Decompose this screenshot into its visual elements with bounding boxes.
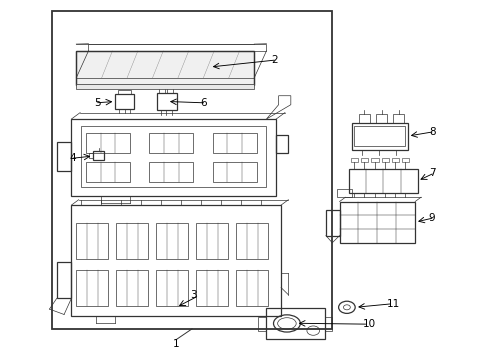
Bar (149, 162, 193, 182)
Bar (115, 94, 134, 109)
Text: 3: 3 (190, 291, 196, 301)
Bar (353, 126, 405, 146)
Bar (370, 158, 378, 162)
Bar (350, 158, 357, 162)
Bar (89, 153, 93, 158)
Bar (76, 223, 108, 259)
Text: 6: 6 (200, 98, 207, 108)
Bar (266, 308, 325, 338)
Bar (86, 162, 130, 182)
Bar (236, 270, 267, 306)
Bar (401, 158, 408, 162)
Bar (276, 135, 288, 153)
Bar (71, 119, 276, 196)
Bar (81, 126, 266, 187)
Bar (381, 158, 388, 162)
Bar (348, 169, 417, 193)
Bar (360, 158, 367, 162)
Bar (57, 262, 71, 298)
Bar (236, 223, 267, 259)
Bar (71, 205, 281, 316)
Bar (88, 44, 266, 51)
Bar (212, 162, 256, 182)
Text: 4: 4 (69, 153, 76, 163)
Bar (325, 317, 331, 331)
Bar (76, 51, 254, 85)
Text: 2: 2 (271, 55, 277, 65)
Text: 1: 1 (173, 339, 179, 349)
Bar (196, 270, 227, 306)
Bar (93, 151, 104, 160)
Bar (157, 93, 177, 110)
Text: 7: 7 (428, 168, 434, 178)
Text: 8: 8 (428, 127, 434, 136)
Text: 9: 9 (428, 213, 434, 222)
Bar (167, 88, 173, 93)
Bar (351, 123, 407, 149)
Bar (116, 270, 148, 306)
Bar (149, 134, 193, 153)
Bar (392, 114, 403, 123)
Bar (116, 223, 148, 259)
Bar (257, 317, 266, 331)
Bar (358, 114, 369, 123)
Bar (212, 134, 256, 153)
Bar (156, 270, 187, 306)
Bar (159, 88, 164, 93)
Bar (118, 90, 131, 94)
Bar (57, 142, 71, 171)
Text: 10: 10 (362, 319, 375, 329)
Text: 5: 5 (94, 98, 101, 108)
Bar (76, 270, 108, 306)
Bar (339, 202, 414, 243)
Bar (86, 134, 130, 153)
Bar (52, 12, 331, 329)
Bar (375, 114, 386, 123)
Bar (76, 51, 254, 85)
Bar (76, 84, 254, 89)
Bar (391, 158, 398, 162)
Text: 11: 11 (386, 299, 399, 309)
Bar (76, 78, 254, 85)
Bar (196, 223, 227, 259)
Bar (156, 223, 187, 259)
Bar (325, 211, 339, 235)
